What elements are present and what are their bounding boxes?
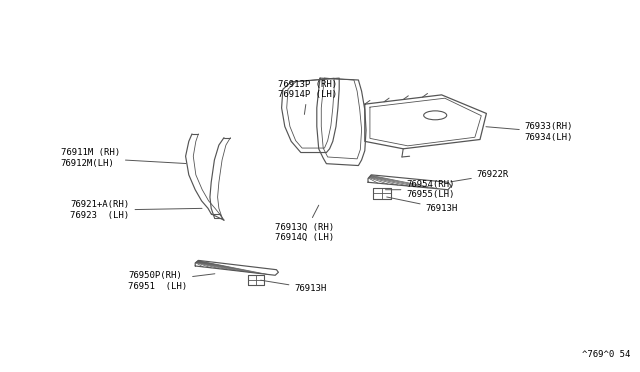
Text: 76913H: 76913H xyxy=(260,280,326,293)
Text: 76933(RH)
76934(LH): 76933(RH) 76934(LH) xyxy=(486,122,573,142)
Text: 76913P (RH)
76914P (LH): 76913P (RH) 76914P (LH) xyxy=(278,80,337,115)
Text: ^769^0 54: ^769^0 54 xyxy=(582,350,630,359)
Text: 76911M (RH)
76912M(LH): 76911M (RH) 76912M(LH) xyxy=(61,148,186,168)
Text: 76922R: 76922R xyxy=(451,170,509,182)
Text: 76921+A(RH)
76923  (LH): 76921+A(RH) 76923 (LH) xyxy=(70,201,202,220)
Text: 76954(RH)
76955(LH): 76954(RH) 76955(LH) xyxy=(385,180,455,199)
Text: 76913Q (RH)
76914Q (LH): 76913Q (RH) 76914Q (LH) xyxy=(275,205,334,242)
Text: 76950P(RH)
76951  (LH): 76950P(RH) 76951 (LH) xyxy=(128,271,215,291)
Text: 76913H: 76913H xyxy=(387,197,458,213)
